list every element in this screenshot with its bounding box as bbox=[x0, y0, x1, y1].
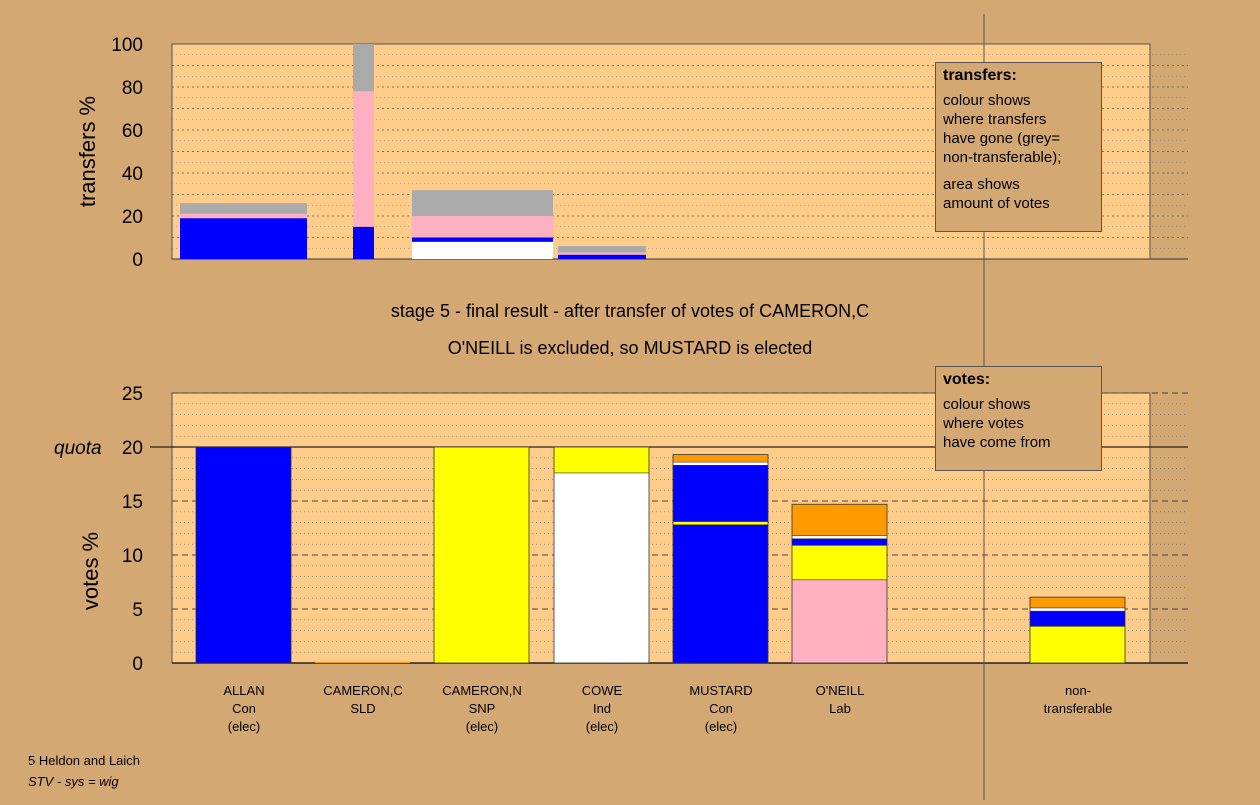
vote-bar-segment bbox=[673, 462, 768, 466]
vote-bar-segment bbox=[792, 545, 887, 580]
candidate-party: Ind bbox=[592, 701, 612, 716]
transfer-bar-segment bbox=[353, 44, 374, 92]
votes-legend-line: where votes bbox=[943, 415, 1024, 432]
votes-tick-label: 10 bbox=[122, 546, 143, 567]
transfer-bar-segment bbox=[180, 213, 307, 219]
transfers-tick-label: 0 bbox=[132, 250, 143, 271]
vote-bar-outline bbox=[433, 446, 530, 664]
constituency-label: 5 Heldon and Laich bbox=[28, 753, 141, 768]
votes-legend-title: votes: bbox=[943, 371, 991, 388]
candidate-label-allan: ALLAN Con (elec) bbox=[184, 682, 304, 736]
vote-bar-segment bbox=[673, 521, 768, 525]
vote-bar-segment bbox=[792, 504, 887, 536]
vote-bar-segment bbox=[1030, 626, 1125, 663]
candidate-name: non- bbox=[1064, 683, 1092, 698]
vote-bar-outline bbox=[672, 454, 769, 664]
transfers-legend-line: where transfers bbox=[943, 111, 1047, 128]
candidate-party: Con bbox=[232, 701, 256, 716]
votes-tick-label: 15 bbox=[122, 492, 143, 513]
transfers-legend-line: amount of votes bbox=[943, 195, 1050, 212]
transfers-y-axis-label: transfers % bbox=[75, 96, 100, 207]
stage-subheading: O'NEILL is excluded, so MUSTARD is elect… bbox=[447, 338, 813, 358]
vote-bar-outline bbox=[195, 446, 292, 664]
transfers-legend-line: area shows bbox=[943, 176, 1020, 193]
votes-tick-label: 25 bbox=[122, 384, 143, 405]
candidate-party: transferable bbox=[1043, 701, 1113, 716]
candidate-party: SNP bbox=[468, 701, 496, 716]
transfer-bar-segment bbox=[180, 203, 307, 214]
transfer-bar-segment bbox=[180, 218, 307, 259]
candidate-party: Con bbox=[709, 701, 733, 716]
transfers-legend-line: non-transferable); bbox=[943, 149, 1062, 166]
transfer-bar-segment bbox=[412, 216, 553, 238]
transfers-tick-label: 80 bbox=[122, 78, 143, 99]
transfer-bar-segment bbox=[412, 190, 553, 216]
candidate-name: ALLAN bbox=[223, 683, 265, 698]
vote-bar-outline bbox=[1029, 596, 1126, 664]
candidate-name: MUSTARD bbox=[689, 683, 753, 698]
transfers-legend-line: colour shows bbox=[943, 92, 1031, 109]
candidate-status: (elec) bbox=[585, 719, 619, 734]
vote-bar-segment bbox=[554, 472, 649, 663]
votes-chart: 0 5 10 15 20 25 quota votes % bbox=[54, 384, 1188, 675]
transfer-bar-segment bbox=[353, 226, 374, 259]
vote-bar-segment bbox=[673, 454, 768, 463]
candidate-status: (elec) bbox=[704, 719, 738, 734]
transfer-bar-segment bbox=[558, 252, 646, 255]
vote-bar-segment bbox=[196, 447, 291, 663]
vote-bar-outline bbox=[553, 446, 650, 664]
transfer-bar-segment bbox=[558, 254, 646, 259]
vote-bar-segment bbox=[1030, 611, 1125, 627]
candidate-status: (elec) bbox=[465, 719, 499, 734]
candidate-name: O'NEILL bbox=[815, 683, 865, 698]
transfers-legend: transfers: colour shows where transfers … bbox=[935, 62, 1102, 232]
votes-tick-label: 0 bbox=[132, 654, 143, 675]
vote-bar-segment bbox=[434, 447, 529, 663]
candidate-label-cameron-c: CAMERON,C SLD bbox=[303, 682, 423, 718]
votes-y-axis-label: votes % bbox=[78, 532, 103, 610]
transfer-bar-segment bbox=[412, 237, 553, 242]
vote-bar-segment bbox=[792, 538, 887, 546]
vote-bar-segment bbox=[1030, 607, 1125, 612]
vote-bar-segment bbox=[1030, 597, 1125, 608]
votes-tick-label: 20 bbox=[122, 438, 143, 459]
transfers-tick-label: 60 bbox=[122, 121, 143, 142]
votes-legend: votes: colour shows where votes have com… bbox=[935, 366, 1102, 471]
transfers-tick-label: 20 bbox=[122, 207, 143, 228]
vote-bar-segment bbox=[673, 465, 768, 522]
stage-heading: stage 5 - final result - after transfer … bbox=[390, 301, 870, 321]
candidate-label-oneill: O'NEILL Lab bbox=[780, 682, 900, 718]
transfers-legend-title: transfers: bbox=[943, 67, 1017, 84]
votes-legend-line: have come from bbox=[943, 434, 1051, 451]
transfer-bar-segment bbox=[412, 241, 553, 259]
candidate-party: SLD bbox=[350, 701, 376, 716]
transfer-bar-segment bbox=[558, 246, 646, 253]
candidate-name: CAMERON,N bbox=[442, 683, 522, 698]
candidate-label-nontransferable: non- transferable bbox=[1018, 682, 1138, 718]
vote-bar-outline bbox=[791, 503, 888, 664]
transfers-tick-label: 40 bbox=[122, 164, 143, 185]
vote-bar-segment bbox=[792, 579, 887, 663]
quota-label: quota bbox=[54, 438, 102, 459]
candidate-label-mustard: MUSTARD Con (elec) bbox=[661, 682, 781, 736]
candidate-status: (elec) bbox=[227, 719, 261, 734]
transfer-bar-segment bbox=[353, 91, 374, 227]
transfers-legend-line: have gone (grey= bbox=[943, 130, 1061, 147]
vote-bar-segment bbox=[554, 447, 649, 473]
candidate-name: COWE bbox=[581, 683, 623, 698]
candidate-label-cameron-n: CAMERON,N SNP (elec) bbox=[422, 682, 542, 736]
vote-bar-segment bbox=[673, 524, 768, 663]
transfers-tick-label: 100 bbox=[111, 35, 143, 56]
vote-bar-segment bbox=[315, 661, 410, 663]
candidate-label-cowe: COWE Ind (elec) bbox=[542, 682, 662, 736]
candidate-name: CAMERON,C bbox=[323, 683, 403, 698]
system-label: STV - sys = wig bbox=[28, 774, 119, 789]
candidate-party: Lab bbox=[829, 701, 851, 716]
votes-tick-label: 5 bbox=[132, 600, 143, 621]
vote-bar-segment bbox=[792, 535, 887, 539]
votes-legend-line: colour shows bbox=[943, 396, 1031, 413]
